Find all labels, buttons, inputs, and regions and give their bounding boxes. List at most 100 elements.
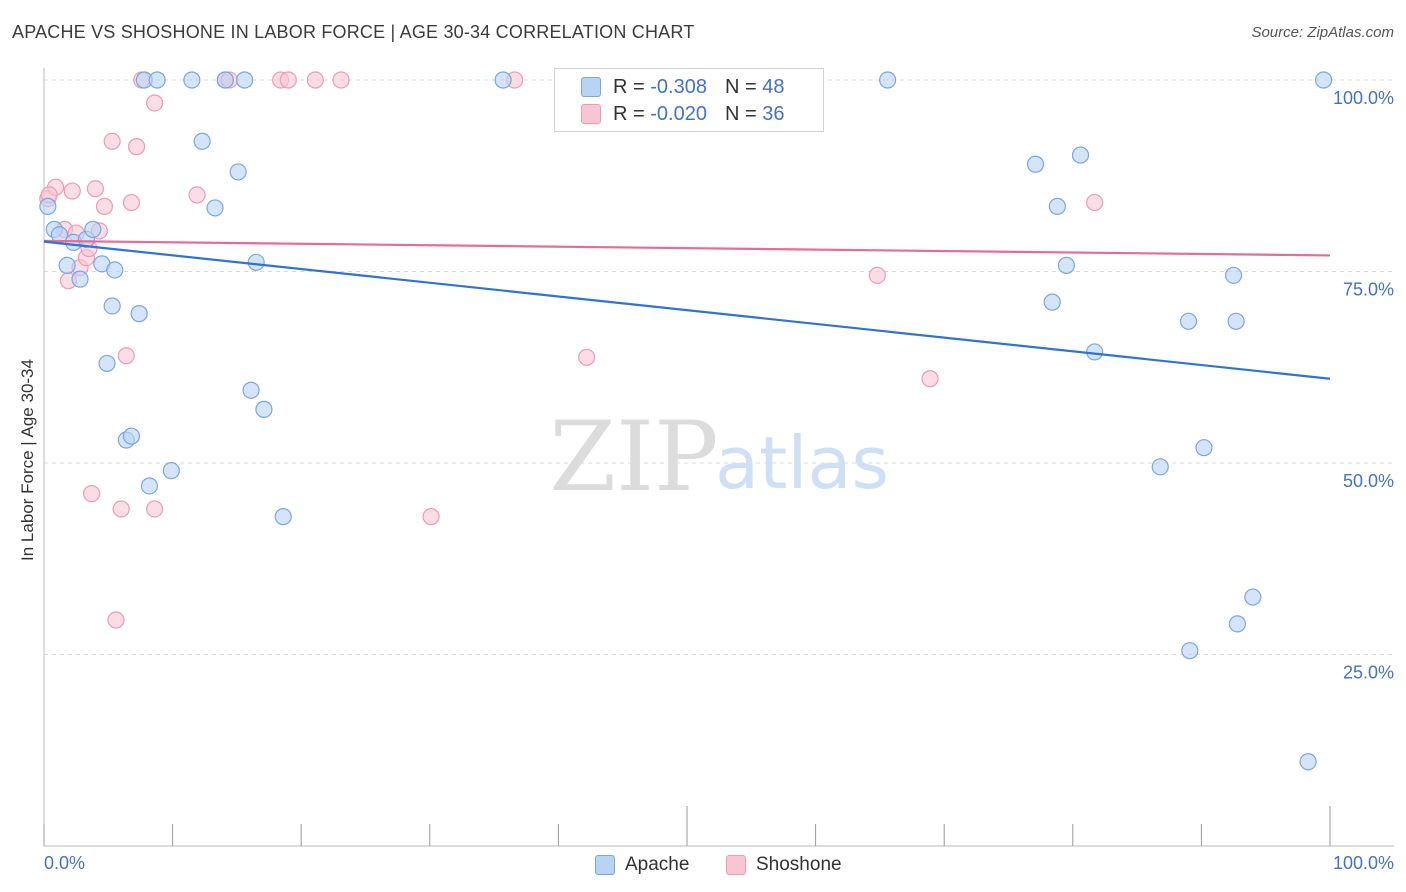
bottom-shoshone-label: Shoshone <box>756 854 842 875</box>
shoshone-point <box>188 186 206 204</box>
y-tick-label: 75.0% <box>1343 280 1394 300</box>
apache-point <box>1314 71 1333 89</box>
shoshone-point <box>868 266 886 284</box>
legend-row-shoshone: R = -0.020 N = 36 <box>555 101 784 127</box>
apache-point <box>98 354 116 373</box>
apache-point <box>1057 256 1075 274</box>
shoshone-point <box>578 348 596 366</box>
apache-point <box>193 132 211 150</box>
apache-trend-line <box>43 240 1331 380</box>
apache-point <box>216 71 234 89</box>
apache-point <box>242 381 260 399</box>
shoshone-point <box>332 71 350 89</box>
bottom-legend-apache: Apache <box>595 852 689 878</box>
shoshone-point <box>145 94 164 112</box>
shoshone-point <box>306 71 324 89</box>
y-tick-label: 50.0% <box>1343 471 1394 491</box>
apache-point <box>1224 266 1243 284</box>
apache-point <box>1181 642 1199 660</box>
watermark: ZIP atlas <box>549 401 889 513</box>
apache-swatch <box>581 77 601 97</box>
apache-point <box>122 427 141 445</box>
watermark-atlas: atlas <box>715 421 889 505</box>
bottom-shoshone-swatch <box>726 855 746 875</box>
shoshone-point <box>107 611 125 629</box>
apache-r-label: R = <box>613 75 645 98</box>
y-tick-label: 100.0% <box>1333 88 1394 108</box>
shoshone-n-label: N = <box>724 102 757 125</box>
shoshone-trend-line <box>43 239 1331 257</box>
shoshone-point <box>422 508 440 526</box>
chart-title: APACHE VS SHOSHONE IN LABOR FORCE | AGE … <box>12 22 695 42</box>
apache-point <box>84 220 102 238</box>
shoshone-r-value: -0.020 <box>650 102 707 125</box>
apache-points <box>39 71 1333 771</box>
shoshone-point <box>86 180 105 198</box>
apache-n-value: 48 <box>762 75 785 98</box>
shoshone-point <box>117 347 135 365</box>
shoshone-point <box>127 138 146 156</box>
apache-point <box>162 462 180 480</box>
apache-point <box>229 163 247 181</box>
apache-point <box>255 400 273 418</box>
shoshone-point <box>103 132 121 150</box>
shoshone-points <box>39 71 1104 629</box>
shoshone-point <box>921 370 939 388</box>
y-tick-label: 25.0% <box>1343 663 1394 683</box>
shoshone-point <box>1086 193 1104 212</box>
legend-row-apache: R = -0.308 N = 48 <box>555 74 784 100</box>
apache-point <box>58 256 76 274</box>
correlation-legend: R = -0.308 N = 48 R = -0.020 N = 36 <box>554 68 824 132</box>
apache-point <box>1227 312 1245 330</box>
watermark-zip: ZIP <box>549 401 718 513</box>
shoshone-n-value: 36 <box>762 102 785 125</box>
apache-point <box>1151 458 1169 476</box>
shoshone-swatch <box>581 104 601 124</box>
x-tick-label-max: 100.0% <box>1333 853 1394 873</box>
apache-point <box>103 297 121 315</box>
trend-lines <box>43 239 1331 380</box>
apache-point <box>1071 146 1090 164</box>
apache-point <box>71 270 89 288</box>
x-tick-label-min: 0.0% <box>44 853 85 873</box>
shoshone-r-label: R = <box>613 102 645 125</box>
shoshone-point <box>145 500 164 518</box>
apache-point <box>1043 293 1061 311</box>
apache-point <box>879 71 897 89</box>
gridlines <box>44 79 1394 655</box>
apache-point <box>274 508 292 526</box>
bottom-apache-label: Apache <box>625 854 690 875</box>
apache-r-value: -0.308 <box>650 75 707 98</box>
apache-point <box>1179 312 1198 330</box>
apache-point <box>1299 753 1317 771</box>
apache-point <box>130 305 148 323</box>
apache-point <box>494 71 512 89</box>
shoshone-point <box>112 500 130 518</box>
shoshone-point <box>63 182 81 200</box>
apache-point <box>1086 343 1104 361</box>
apache-point <box>1026 155 1045 173</box>
apache-point <box>236 71 254 89</box>
apache-point <box>140 477 159 495</box>
apache-point <box>1048 197 1066 215</box>
apache-point <box>1228 615 1247 633</box>
chart-source: Source: ZipAtlas.com <box>1251 24 1394 41</box>
apache-point <box>39 197 57 215</box>
bottom-legend-shoshone: Shoshone <box>726 852 842 878</box>
apache-point <box>106 261 124 279</box>
apache-point <box>148 71 166 89</box>
y-tick-labels: 100.0% 75.0% 50.0% 25.0% <box>1333 88 1394 683</box>
bottom-apache-swatch <box>595 855 615 875</box>
apache-n-label: N = <box>724 75 757 98</box>
apache-point <box>247 253 265 271</box>
apache-point <box>206 199 224 217</box>
apache-point <box>1244 588 1262 606</box>
shoshone-point <box>82 485 101 503</box>
apache-point <box>1195 439 1213 457</box>
shoshone-point <box>279 71 297 89</box>
shoshone-point <box>122 193 141 212</box>
shoshone-point <box>95 197 114 215</box>
apache-point <box>183 71 201 89</box>
x-tick-labels: 0.0% 100.0% <box>44 853 1394 873</box>
